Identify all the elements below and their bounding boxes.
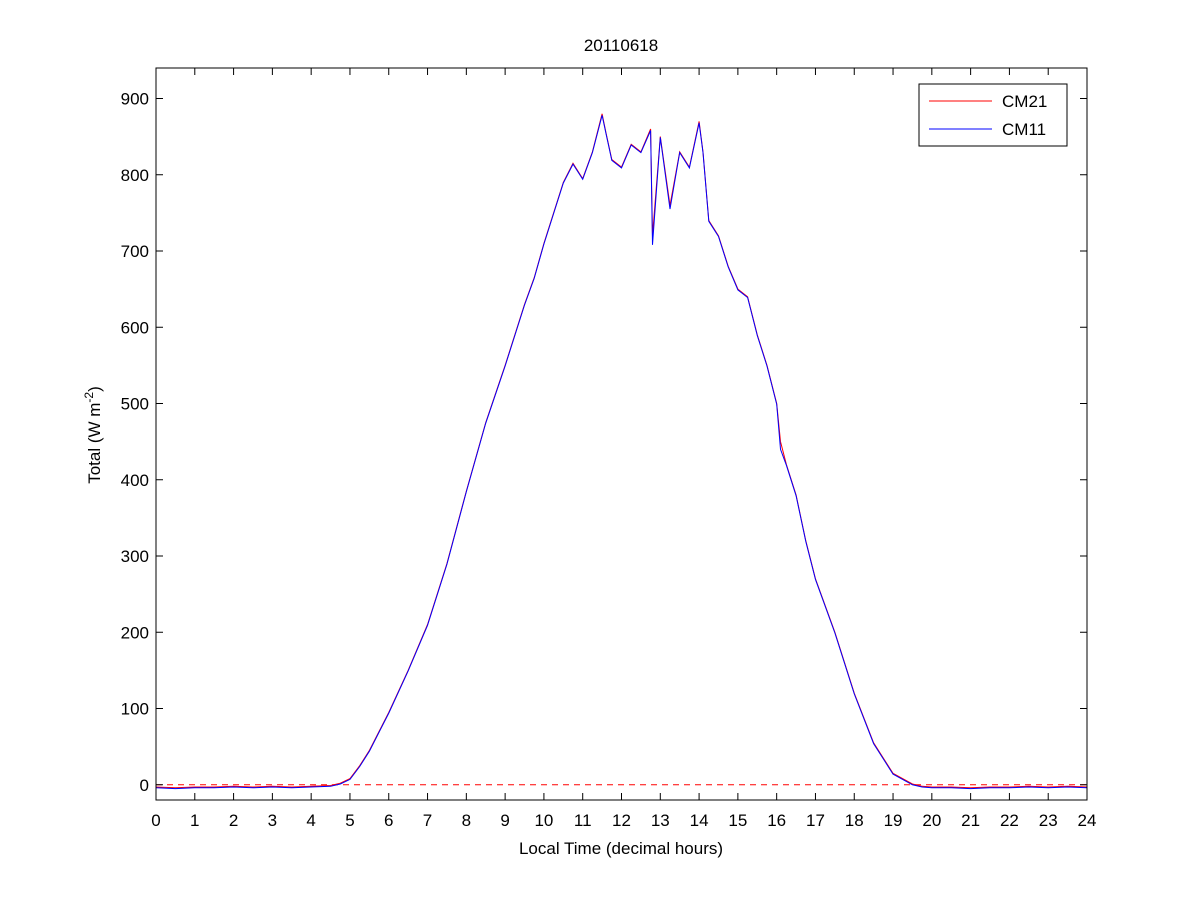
x-tick-label: 0 (151, 811, 160, 830)
plot-area: 0 1 2 3 4 5 6 7 8 9 10 11 12 13 14 15 16 17 18 19 20 21 22 23 24… (121, 67, 1097, 830)
x-tick-label: 14 (690, 811, 709, 830)
x-tick-label: 6 (384, 811, 393, 830)
x-tick-label: 13 (651, 811, 670, 830)
ticks-layer: 0 1 2 3 4 5 6 7 8 9 10 11 12 13 14 15 16 17 18 19 20 21 22 23 24… (121, 68, 1097, 830)
series-line-cm11 (155, 115, 1088, 790)
y-tick-label: 200 (121, 623, 149, 642)
y-tick-label: 500 (121, 395, 149, 414)
x-tick-label: 5 (345, 811, 354, 830)
y-tick-label: 400 (121, 471, 149, 490)
y-tick-label: 900 (121, 90, 149, 109)
x-tick-label: 23 (1039, 811, 1058, 830)
x-tick-label: 7 (423, 811, 432, 830)
x-tick-label: 1 (190, 811, 199, 830)
series-layer (155, 113, 1088, 790)
x-tick-label: 10 (534, 811, 553, 830)
y-tick-label: 600 (121, 318, 149, 337)
x-tick-label: 9 (500, 811, 509, 830)
x-axis-label: Local Time (decimal hours) (519, 839, 723, 858)
x-tick-label: 11 (574, 811, 592, 830)
y-axis-label: Total (W m-2) (82, 386, 104, 484)
x-tick-label: 20 (922, 811, 941, 830)
x-tick-label: 18 (845, 811, 864, 830)
chart-title: 20110618 (584, 36, 658, 55)
x-tick-label: 22 (1000, 811, 1019, 830)
x-tick-label: 19 (884, 811, 903, 830)
legend: CM21 CM11 (918, 83, 1068, 147)
x-tick-label: 16 (767, 811, 786, 830)
x-tick-label: 17 (806, 811, 825, 830)
x-tick-label: 15 (728, 811, 747, 830)
x-tick-label: 24 (1078, 811, 1097, 830)
x-tick-label: 4 (306, 811, 315, 830)
y-tick-label: 100 (121, 700, 149, 719)
y-tick-label: 700 (121, 242, 149, 261)
x-tick-label: 2 (229, 811, 238, 830)
legend-box (918, 83, 1068, 147)
legend-label-cm11: CM11 (1002, 120, 1046, 139)
y-tick-label: 800 (121, 166, 149, 185)
y-tick-label: 300 (121, 547, 149, 566)
x-tick-label: 3 (268, 811, 277, 830)
legend-label-cm21: CM21 (1002, 92, 1047, 111)
y-tick-label: 0 (140, 776, 149, 795)
x-tick-label: 8 (462, 811, 471, 830)
y-axis-label-superscript: -2 (82, 392, 96, 403)
x-tick-label: 21 (961, 811, 980, 830)
y-axis-label-main: Total (W m (85, 403, 104, 484)
y-axis-label-close: ) (85, 386, 104, 392)
x-tick-label: 12 (612, 811, 631, 830)
